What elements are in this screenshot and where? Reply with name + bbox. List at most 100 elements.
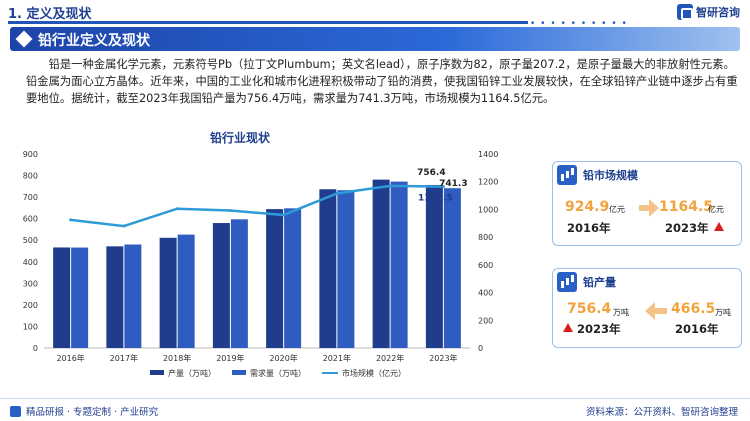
arrow-right-icon [639, 199, 659, 217]
arrow-left-icon [645, 302, 667, 320]
footer-divider [0, 398, 750, 399]
x-tick-label: 2017年 [110, 353, 138, 363]
production-2016-year: 2016年 [675, 322, 719, 336]
card-header: 铅市场规模 [553, 162, 638, 188]
legend-label-market: 市场规模（亿元） [342, 368, 406, 378]
title-underline [8, 21, 528, 24]
lead-industry-chart: 0 100 200 300 400 500 600 700 800 900 0 200 400 600 80… [23, 150, 499, 378]
market-size-point [228, 209, 232, 213]
bar-demand [284, 208, 302, 348]
market-size-point [441, 185, 445, 189]
bar-production [106, 246, 124, 348]
production-2023-year: 2023年 [577, 322, 621, 336]
y-left-tick-label: 700 [23, 193, 38, 202]
y-left-tick-label: 600 [23, 215, 38, 224]
legend-swatch-production [150, 370, 164, 375]
y-left-tick-label: 900 [23, 150, 38, 159]
x-tick-label: 2016年 [56, 353, 84, 363]
y-right-tick-label: 0 [478, 344, 483, 353]
logo-icon [677, 4, 693, 20]
bar-chart-icon [557, 165, 577, 185]
y-left-tick-label: 500 [23, 236, 38, 245]
y-left-tick-label: 300 [23, 279, 38, 288]
x-tick-label: 2023年 [429, 353, 457, 363]
data-label-production: 756.4 [417, 168, 445, 178]
legend-swatch-demand [232, 370, 246, 375]
market-size-point [175, 207, 179, 211]
increase-arrow-icon [714, 222, 724, 231]
x-tick-label: 2021年 [323, 353, 351, 363]
y-right-tick-label: 800 [478, 233, 493, 242]
title-dots: • • • • • • • • • • [530, 19, 628, 29]
market-size-line [70, 184, 444, 228]
data-label-market: 1164.5 [418, 194, 453, 204]
x-tick-label: 2018年 [163, 353, 191, 363]
bar-production [159, 237, 177, 348]
market-2016-value: 924.9 [565, 199, 610, 215]
y-right-tick-label: 1000 [478, 205, 498, 214]
x-tick-label: 2019年 [216, 353, 244, 363]
y-right-tick-label: 1200 [478, 178, 498, 187]
data-source: 资料来源：公开资料、智研咨询整理 [585, 407, 738, 418]
footer-logo-icon [10, 405, 21, 417]
bar-production [266, 209, 284, 348]
chart-title: 铅行业现状 [209, 131, 270, 145]
trend-chart-icon [557, 272, 577, 292]
banner-title: 铅行业定义及现状 [38, 33, 150, 49]
bar-demand [443, 188, 461, 348]
section-banner: 铅行业定义及现状 [10, 27, 740, 51]
bar-production [319, 189, 337, 348]
market-size-point [335, 191, 339, 195]
bar-demand [230, 219, 248, 348]
bar-demand [124, 244, 142, 348]
section-title: 1. 定义及现状 [8, 7, 92, 22]
y-right-tick-label: 200 [478, 316, 493, 325]
market-size-point [69, 218, 73, 222]
y-left-tick-label: 200 [23, 301, 38, 310]
bar-demand [337, 190, 355, 348]
bar-demand [177, 234, 195, 348]
increase-arrow-icon [563, 323, 573, 332]
footer-tagline: 精品研报 · 专题定制 · 产业研究 [10, 404, 158, 418]
production-2023-value: 756.4 [567, 301, 612, 317]
top-bar: 1. 定义及现状 • • • • • • • • • • 智研咨询 [0, 0, 750, 29]
y-left-tick-label: 800 [23, 172, 38, 181]
x-tick-label: 2020年 [269, 353, 297, 363]
card-header: 铅产量 [553, 269, 616, 295]
market-2023-unit: 亿元 [708, 205, 724, 214]
y-right-tick-label: 400 [478, 289, 493, 298]
intro-paragraph: 铅是一种金属化学元素，元素符号Pb（拉丁文Plumbum；英文名lead），原子… [26, 58, 738, 105]
market-2016-unit: 亿元 [609, 205, 625, 214]
bar-demand [390, 181, 408, 348]
production-card: 铅产量 756.4 万吨 466.5 万吨 2023年 2016年 [552, 268, 742, 348]
market-size-point [388, 184, 392, 188]
bar-production [372, 179, 390, 348]
y-left-tick-label: 0 [33, 344, 38, 353]
bar-production [425, 184, 443, 348]
y-right-tick-label: 1400 [478, 150, 498, 159]
brand-logo: 智研咨询 [677, 4, 740, 20]
market-size-card: 铅市场规模 924.9 亿元 1164.5 亿元 2016年 2023年 [552, 161, 742, 246]
y-right-tick-label: 600 [478, 261, 493, 270]
card-title: 铅市场规模 [583, 169, 638, 182]
market-size-point [122, 224, 126, 228]
legend-label-demand: 需求量（万吨） [250, 368, 306, 378]
production-2023-unit: 万吨 [613, 308, 629, 317]
market-2016-year: 2016年 [567, 221, 611, 235]
market-size-point [282, 213, 286, 217]
y-left-tick-label: 100 [23, 322, 38, 331]
x-tick-label: 2022年 [376, 353, 404, 363]
legend-label-production: 产量（万吨） [168, 368, 216, 378]
card-title: 铅产量 [583, 276, 616, 289]
logo-text: 智研咨询 [696, 6, 740, 19]
market-2023-year: 2023年 [665, 221, 709, 235]
y-left-tick-label: 400 [23, 258, 38, 267]
production-2016-unit: 万吨 [715, 308, 731, 317]
market-2023-value: 1164.5 [659, 199, 714, 215]
bar-production [212, 223, 230, 348]
footer-tagline-text: 精品研报 · 专题定制 · 产业研究 [26, 407, 159, 418]
data-label-demand: 741.3 [439, 179, 467, 189]
production-2016-value: 466.5 [671, 301, 716, 317]
bar-production [53, 247, 71, 348]
diamond-icon [15, 30, 33, 48]
